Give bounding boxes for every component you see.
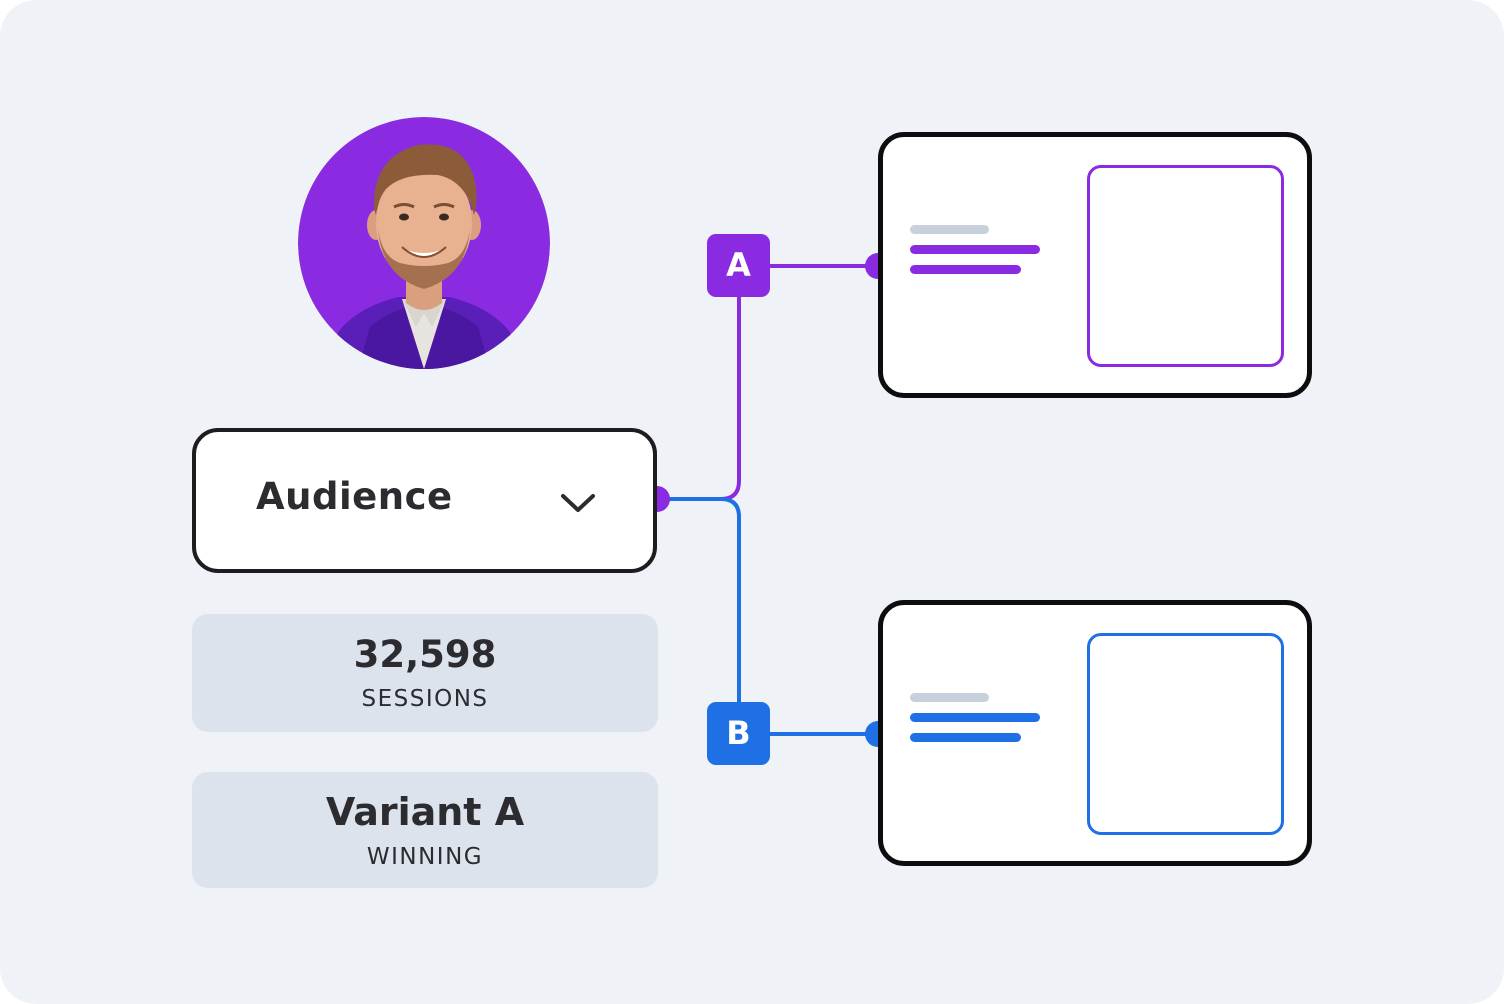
variant-b-card — [878, 600, 1312, 866]
stat-sessions-label: SESSIONS — [361, 686, 489, 712]
stat-winning-label: WINNING — [366, 844, 484, 870]
variant-b-line-2 — [910, 733, 1021, 742]
variant-b-badge: B — [707, 702, 770, 765]
variant-a-line-1 — [910, 245, 1040, 254]
variant-b-line-gray — [910, 693, 989, 702]
variant-b-line-1 — [910, 713, 1040, 722]
variant-a-line-gray — [910, 225, 989, 234]
audience-dropdown[interactable]: Audience — [192, 428, 657, 573]
connector-b — [657, 497, 878, 736]
variant-a-badge: A — [707, 234, 770, 297]
stat-winning: Variant A WINNING — [192, 772, 658, 888]
audience-dropdown-label: Audience — [256, 475, 453, 518]
stat-winning-value: Variant A — [325, 790, 525, 834]
variant-b-image-placeholder — [1087, 633, 1284, 835]
stat-sessions-value: 32,598 — [353, 633, 497, 676]
connector-a — [657, 264, 878, 501]
variant-a-image-placeholder — [1087, 165, 1284, 367]
chevron-down-icon[interactable] — [558, 488, 598, 518]
variant-a-line-2 — [910, 265, 1021, 274]
avatar — [298, 117, 550, 369]
stat-sessions: 32,598 SESSIONS — [192, 614, 658, 732]
variant-a-card — [878, 132, 1312, 398]
